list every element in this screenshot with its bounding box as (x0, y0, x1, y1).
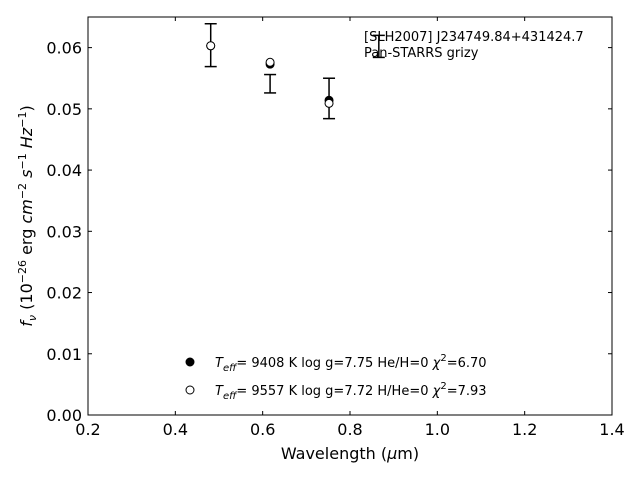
model-point-open (206, 41, 216, 51)
error-bar (372, 34, 385, 59)
x-tick-label: 0.2 (75, 420, 100, 439)
legend-marker (185, 357, 195, 367)
model-point-open (324, 98, 334, 108)
legend: Teff= 9408 K log g=7.75 He/H=0 χ2=6.70 Te… (185, 353, 487, 402)
x-tick-label: 0.4 (163, 420, 188, 439)
x-tick-label: 0.6 (250, 420, 275, 439)
y-axis-label: fν (10−26 erg cm−2 s−1 Hz−1) (16, 105, 39, 326)
y-tick-label: 0.03 (46, 222, 82, 241)
y-tick-label: 0.00 (46, 406, 82, 425)
model-point-open (265, 57, 275, 67)
x-tick-label: 1.0 (425, 420, 450, 439)
y-tick-label: 0.06 (46, 39, 82, 58)
y-tick-label: 0.04 (46, 161, 82, 180)
legend-marker (185, 385, 195, 395)
x-tick-label: 0.8 (337, 420, 362, 439)
annotation-object-name: [SLH2007] J234749.84+431424.7 (364, 30, 584, 45)
x-tick-label: 1.2 (512, 420, 537, 439)
x-axis-label: Wavelength (μm) (281, 444, 419, 463)
legend-entry-text: Teff= 9408 K log g=7.75 He/H=0 χ2=6.70 (215, 353, 487, 374)
axes: 0.2 0.4 0.6 0.8 1.0 1.2 1.4 0.00 0.01 0.02 0.03 0.0… (46, 16, 625, 439)
y-tick-label: 0.05 (46, 100, 82, 119)
legend-entry-text: Teff= 9557 K log g=7.72 H/He=0 χ2=7.93 (215, 381, 487, 402)
y-tick-label: 0.02 (46, 284, 82, 303)
x-tick-label: 1.4 (599, 420, 624, 439)
error-bar (264, 73, 277, 94)
data-marks (204, 22, 385, 120)
annotation-survey: Pan-STARRS grizy (364, 46, 479, 61)
y-tick-label: 0.01 (46, 345, 82, 364)
